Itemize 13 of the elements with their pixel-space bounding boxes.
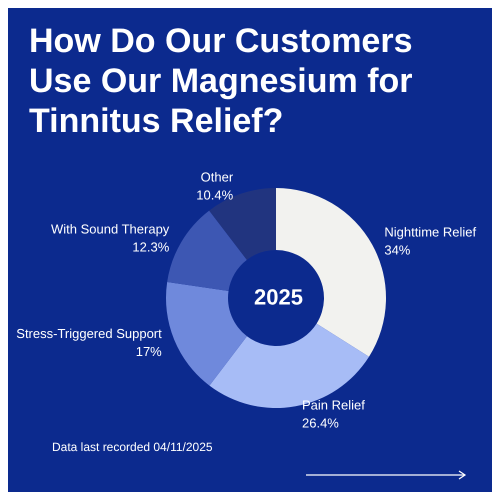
data-label: 12.3%	[132, 240, 170, 255]
slice-label: Nighttime Relief	[384, 224, 476, 240]
chart-title: How Do Our Customers Use Our Magnesium for Tinnitus Relief?	[29, 22, 422, 140]
text: Data last recorded 04/11/2025	[52, 440, 213, 454]
data-label: 34%	[384, 242, 411, 258]
slice-label: Other	[200, 170, 234, 185]
text: 2025	[254, 284, 303, 310]
slice-label: Stress-Triggered Support	[16, 326, 162, 342]
data-label: 26.4%	[302, 416, 340, 431]
data-label: 10.4%	[196, 188, 234, 203]
slice-label: Pain Relief	[302, 398, 366, 413]
slice-label: With Sound Therapy	[51, 222, 170, 237]
data-label: 17%	[136, 344, 162, 360]
